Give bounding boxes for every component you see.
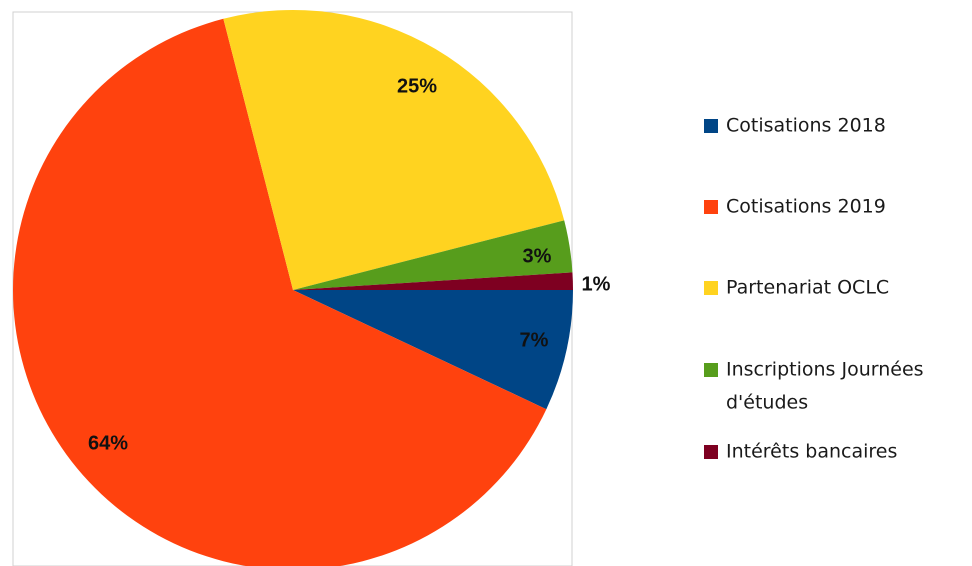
legend: Cotisations 2018 Cotisations 2019 Partenar… — [704, 115, 924, 463]
data-label-cotisations-2018: 7% — [520, 329, 549, 351]
legend-swatch-interets-bancaires — [704, 445, 718, 459]
pie-slice-cotisations-2018 — [293, 290, 573, 410]
legend-label-inscriptions-journees-d-etudes: Inscriptions Journées d'études — [726, 359, 924, 414]
legend-swatch-cotisations-2018 — [704, 119, 718, 133]
legend-label-cotisations-2018: Cotisations 2018 — [726, 115, 886, 137]
legend-swatch-cotisations-2019 — [704, 200, 718, 214]
legend-label-partenariat-oclc: Partenariat OCLC — [726, 277, 889, 299]
legend-label-interets-bancaires: Intérêts bancaires — [726, 441, 897, 463]
legend-swatch-partenariat-oclc — [704, 281, 718, 295]
pie-slice-interets-bancaires — [293, 272, 573, 290]
pie-slice-cotisations-2019 — [13, 18, 547, 566]
data-label-inscriptions-journees-d-etudes: 3% — [523, 245, 552, 267]
data-label-partenariat-oclc: 25% — [397, 75, 437, 97]
pie-slice-inscriptions-journees-d-etudes — [293, 220, 573, 290]
pie-data-labels: 7% 64% 25% 3% 1% — [88, 75, 611, 454]
data-label-cotisations-2019: 64% — [88, 432, 128, 454]
pie-slice-partenariat-oclc — [223, 10, 565, 291]
data-label-interets-bancaires: 1% — [582, 273, 611, 295]
pie-slices — [13, 10, 573, 566]
legend-label-cotisations-2019: Cotisations 2019 — [726, 196, 886, 218]
legend-swatch-inscriptions-journees-d-etudes — [704, 363, 718, 377]
